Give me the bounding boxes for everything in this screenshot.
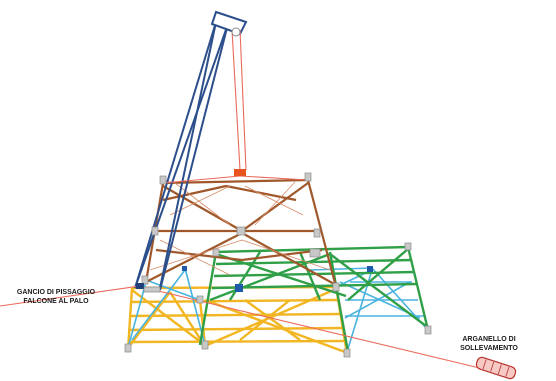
light-blue-tower-section: [127, 267, 429, 353]
lifting-block: [234, 169, 246, 176]
blue-markers: [182, 266, 373, 292]
winch-label-line-2: SOLLEVAMENTO: [460, 345, 518, 352]
hook-label-line-2: FALCONE AL PALO: [23, 298, 89, 305]
connection-nodes: [124, 172, 432, 358]
yellow-tower-section: [126, 285, 349, 355]
pulley-icon: [231, 27, 241, 37]
rope-system: [0, 29, 489, 371]
winch-icon: [475, 356, 517, 380]
winch-label: ARGANELLO DI SOLLEVAMENTO: [446, 335, 532, 353]
hook-label: GANCIO DI PISSAGGIO FALCONE AL PALO: [0, 288, 112, 306]
winch-label-line-1: ARGANELLO DI: [462, 336, 516, 343]
hook-icon: [136, 283, 161, 293]
hook-label-line-1: GANCIO DI PISSAGGIO: [16, 289, 96, 296]
